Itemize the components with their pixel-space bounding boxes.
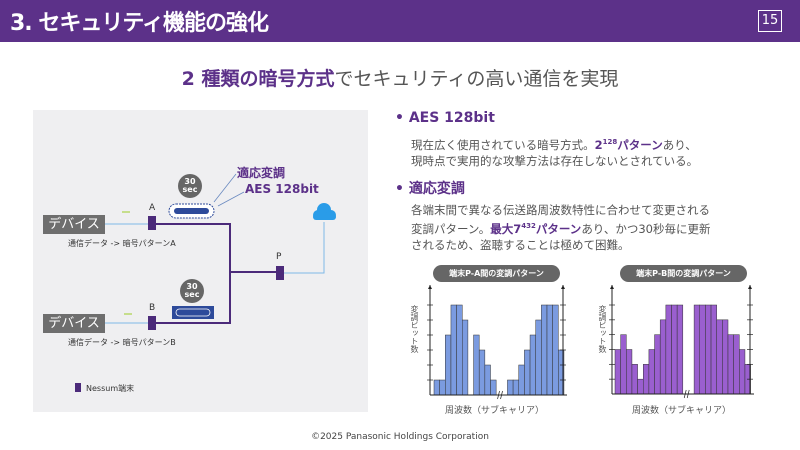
subtitle-rest: でセキュリティの高い通信を実現: [334, 68, 619, 90]
bar: [705, 304, 712, 395]
bar: [546, 304, 553, 396]
chart-b-ylabel: 変調ビット数: [598, 305, 607, 353]
bullet-modulation-text: 各端末間で異なる伝送路周波数特性に合わせて変更される 変調パターン。最大7432…: [411, 202, 711, 253]
bar: [541, 304, 548, 396]
page-number: 15: [758, 10, 782, 32]
axis-arrow: [748, 285, 752, 289]
header-bar: [0, 0, 800, 42]
axis-break-mark: [683, 389, 690, 399]
timer-unit: sec: [182, 185, 198, 194]
bar: [637, 378, 644, 395]
bar: [699, 304, 706, 395]
legend-label: Nessum端末: [86, 384, 135, 393]
timer-value: 30: [184, 177, 196, 186]
bar: [620, 334, 627, 395]
bar: [727, 334, 734, 395]
bar: [739, 349, 746, 395]
footer-copyright: ©2025 Panasonic Holdings Corporation: [311, 432, 489, 442]
chart-a-title: 端末P-A間の変調パターン: [433, 265, 560, 282]
nessum-node-p: [276, 266, 284, 280]
text-line: されるため、盗聴することは極めて困難。: [411, 237, 630, 252]
text-line: 現在広く使用されている暗号方式。2128パターンあり、: [411, 137, 697, 152]
bar: [529, 334, 536, 396]
bar: [473, 334, 480, 396]
axis-arrow: [561, 285, 565, 289]
bar: [665, 304, 672, 395]
callout-adaptive-modulation: 適応変調: [237, 166, 286, 180]
chart-b-title: 端末P-B間の変調パターン: [620, 265, 747, 282]
node-b-label: B: [149, 303, 156, 313]
bar: [512, 379, 519, 396]
bar: [643, 364, 650, 395]
bar: [659, 319, 667, 395]
bar: [450, 304, 457, 396]
subtitle-emphasis: 2 種類の暗号方式: [181, 68, 335, 90]
data-label-b: 通信データ -> 暗号パターンB: [68, 338, 176, 347]
bar: [518, 364, 525, 396]
timer-value: 30: [186, 282, 198, 291]
axis-arrow: [610, 285, 614, 289]
legend-swatch: [75, 383, 81, 392]
bar: [524, 349, 531, 396]
bar: [626, 349, 633, 395]
bar: [676, 304, 684, 395]
bullet-aes-text: 現在広く使用されている暗号方式。2128パターンあり、 現時点で実用的な攻撃方法…: [411, 134, 698, 169]
axis-arrow: [428, 285, 432, 289]
bar: [716, 319, 723, 395]
bar: [445, 334, 452, 396]
bar: [710, 304, 717, 395]
bullet-aes-title: • AES 128bit: [395, 110, 495, 126]
axis-break-mark: [497, 390, 503, 400]
node-p-label: P: [276, 252, 282, 262]
bullet-modulation-title: • 適応変調: [395, 181, 465, 197]
bar: [671, 304, 678, 395]
bar: [439, 379, 446, 396]
slide-title: 3. セキュリティ機能の強化: [10, 11, 269, 36]
bar: [490, 379, 497, 396]
bar: [654, 334, 661, 395]
bar: [462, 319, 469, 396]
cloud-icon: [313, 203, 336, 220]
bar: [433, 379, 440, 396]
bar: [631, 364, 638, 395]
device-b: デバイス: [43, 314, 105, 333]
bar: [535, 319, 542, 396]
text-line: 変調パターン。最大7432パターンあり、かつ30秒毎に更新: [411, 221, 711, 236]
callout-aes: AES 128bit: [245, 182, 319, 196]
bullet-title: 適応変調: [408, 181, 465, 197]
nessum-node-a: [148, 216, 156, 230]
nessum-node-b: [148, 316, 156, 330]
bar: [484, 364, 491, 396]
text-line: 各端末間で異なる伝送路周波数特性に合わせて変更される: [411, 203, 710, 217]
chart-a-ylabel: 変調ビット数: [410, 305, 419, 353]
bar: [478, 349, 486, 396]
timer-unit: sec: [184, 290, 200, 299]
chart-b-xlabel: 周波数（サブキャリア）: [632, 406, 732, 416]
data-label-a: 通信データ -> 暗号パターンA: [68, 239, 176, 248]
bar: [507, 379, 514, 396]
node-a-label: A: [149, 203, 156, 213]
bar: [456, 304, 463, 396]
bar: [552, 304, 559, 396]
timer-a: 30 sec: [182, 178, 198, 194]
slide-subtitle: 2 種類の暗号方式でセキュリティの高い通信を実現: [0, 64, 800, 91]
network-diagram: [33, 110, 368, 412]
bar: [733, 334, 740, 395]
bar: [693, 304, 700, 395]
bar: [648, 349, 655, 395]
text-line: 現時点で実用的な攻撃方法は存在しないとされている。: [411, 153, 699, 168]
bullet-title: AES 128bit: [408, 110, 495, 126]
device-a: デバイス: [43, 215, 105, 234]
bar: [722, 319, 729, 395]
timer-b: 30 sec: [184, 283, 200, 299]
bar: [614, 349, 621, 395]
chart-a-xlabel: 周波数（サブキャリア）: [445, 406, 545, 416]
